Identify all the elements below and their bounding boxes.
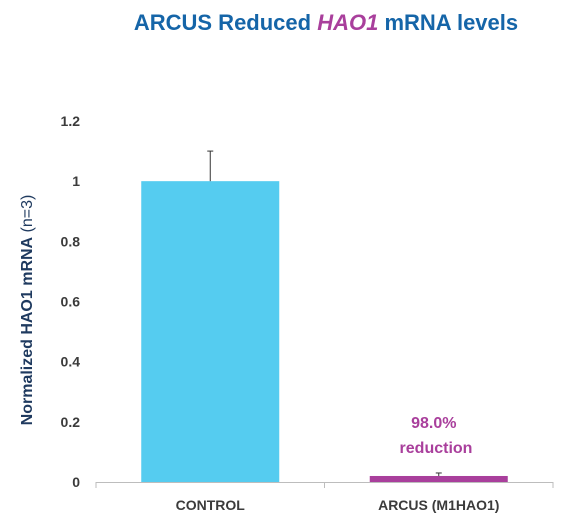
bar-arcus-m1hao1 — [369, 475, 508, 482]
y-tick-label: 0.8 — [61, 233, 81, 249]
error-bars — [207, 150, 442, 476]
y-tick-label: 1.2 — [61, 113, 81, 129]
y-tick-label: 0 — [72, 474, 80, 490]
reduction-annotation: 98.0% reduction — [400, 415, 473, 457]
y-axis-title: Normalized HAO1 mRNA (n=3) — [19, 195, 36, 426]
x-category-labels: CONTROL ARCUS (M1HAO1) — [176, 497, 500, 513]
y-tick-label: 0.4 — [61, 354, 81, 370]
y-axis-title-main: Normalized HAO1 mRNA — [19, 236, 36, 425]
reduction-word: reduction — [400, 440, 473, 457]
y-tick-labels: 0 0.2 0.4 0.6 0.8 1 1.2 — [61, 113, 81, 490]
y-tick-label: 0.6 — [61, 294, 81, 310]
y-tick-label: 0.2 — [61, 414, 81, 430]
y-tick-label: 1 — [72, 173, 80, 189]
chart-title: ARCUS Reduced HAO1 mRNA levels — [134, 10, 518, 35]
bars — [141, 181, 508, 482]
y-axis-title-suffix: (n=3) — [19, 195, 36, 237]
reduction-percent: 98.0% — [411, 415, 456, 432]
chart-title-part3: mRNA levels — [378, 10, 518, 35]
x-category-label: ARCUS (M1HAO1) — [378, 497, 499, 513]
chart-title-gene: HAO1 — [317, 10, 378, 35]
x-category-label: CONTROL — [176, 497, 246, 513]
chart-title-part1: ARCUS Reduced — [134, 10, 317, 35]
x-axis-ticks — [95, 482, 554, 488]
bar-control — [141, 181, 280, 482]
